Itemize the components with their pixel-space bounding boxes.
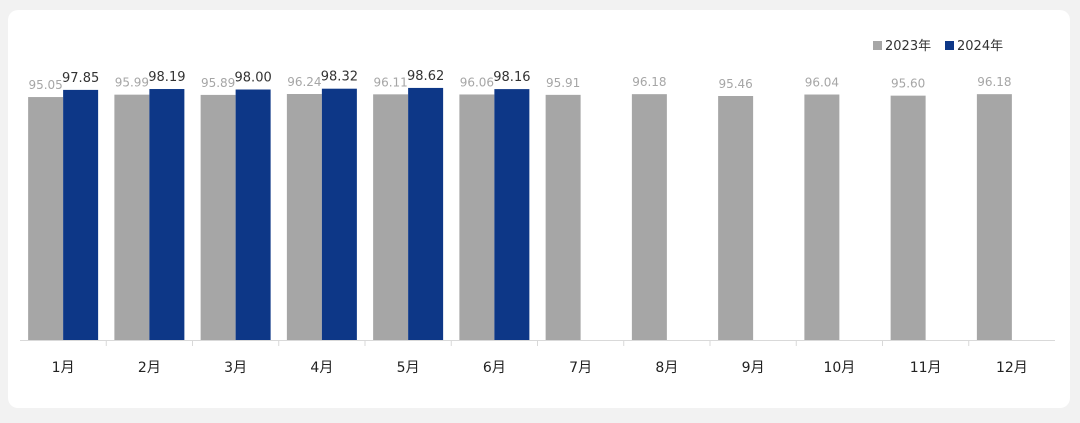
data-label: 96.18 xyxy=(632,75,666,89)
data-label: 98.62 xyxy=(407,69,444,84)
data-label: 95.89 xyxy=(201,76,235,90)
x-tick-label: 10月 xyxy=(823,360,855,376)
bar-2024年-1月 xyxy=(63,89,99,340)
data-label: 96.24 xyxy=(287,75,321,89)
x-tick-label: 8月 xyxy=(655,360,678,376)
legend-label: 2024年 xyxy=(957,39,1003,54)
data-label: 96.11 xyxy=(373,75,407,89)
data-label: 95.05 xyxy=(28,78,62,92)
bar-2023年-2月 xyxy=(114,94,150,340)
x-tick-label: 2月 xyxy=(138,360,161,376)
data-label: 97.85 xyxy=(62,71,99,86)
bar-2023年-10月 xyxy=(804,94,840,340)
bars xyxy=(28,87,1012,341)
data-label: 98.19 xyxy=(148,70,185,85)
bar-2024年-5月 xyxy=(408,87,444,340)
data-label: 98.32 xyxy=(321,70,358,85)
data-label: 95.46 xyxy=(718,77,752,91)
bar-2024年-4月 xyxy=(321,88,357,340)
x-axis-ticks xyxy=(105,340,970,346)
bar-2023年-3月 xyxy=(200,94,236,341)
legend-swatch xyxy=(873,41,882,50)
bar-2023年-6月 xyxy=(459,94,495,340)
data-label: 96.04 xyxy=(805,76,839,90)
bar-2024年-3月 xyxy=(235,89,271,341)
legend-swatch xyxy=(945,41,954,50)
x-tick-label: 11月 xyxy=(910,360,942,376)
data-label: 96.06 xyxy=(460,75,494,89)
bar-2023年-4月 xyxy=(286,94,322,340)
x-tick-label: 7月 xyxy=(569,360,592,376)
data-label: 96.18 xyxy=(977,75,1011,89)
data-label: 95.91 xyxy=(546,76,580,90)
bar-2023年-7月 xyxy=(545,94,581,341)
bar-2023年-11月 xyxy=(890,95,926,341)
legend: 2023年 2024年 xyxy=(873,39,1003,54)
bar-2024年-6月 xyxy=(494,89,530,340)
bar-2024年-2月 xyxy=(149,89,185,340)
bar-2023年-8月 xyxy=(631,94,667,341)
x-tick-label: 5月 xyxy=(397,360,420,376)
x-tick-label: 12月 xyxy=(996,360,1028,376)
legend-label: 2023年 xyxy=(885,39,931,54)
bar-2023年-9月 xyxy=(718,96,754,340)
bar-2023年-12月 xyxy=(976,94,1012,341)
bar-2023年-1月 xyxy=(28,97,64,340)
bar-2023年-5月 xyxy=(373,94,409,341)
x-axis-labels: 1月 2月 3月 4月 5月 6月 7月 8月 9月 10月 11月 12月 xyxy=(52,360,1028,376)
data-label: 95.99 xyxy=(115,76,149,90)
x-tick-label: 6月 xyxy=(483,360,506,376)
x-tick-label: 3月 xyxy=(224,360,247,376)
x-tick-label: 4月 xyxy=(310,360,333,376)
data-label: 95.60 xyxy=(891,77,925,91)
data-label: 98.16 xyxy=(493,70,530,85)
data-label: 98.00 xyxy=(235,71,272,86)
x-tick-label: 9月 xyxy=(742,360,765,376)
x-tick-label: 1月 xyxy=(52,360,75,376)
value-labels: 95.05 97.85 95.99 98.19 95.89 98.00 96.24 98.32… xyxy=(28,69,1011,92)
